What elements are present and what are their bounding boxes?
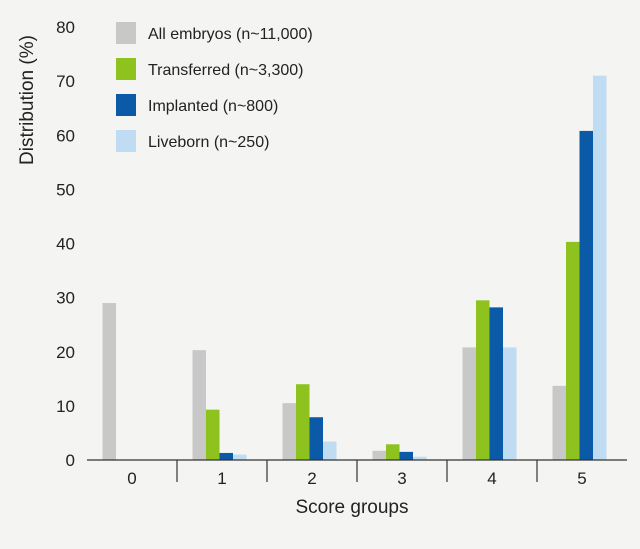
y-tick-label: 70 — [56, 72, 75, 91]
y-tick-label: 0 — [66, 451, 75, 470]
bar-group-0 — [102, 303, 116, 460]
y-tick-label: 20 — [56, 343, 75, 362]
bars — [102, 75, 607, 461]
bar-group-3 — [372, 444, 427, 460]
legend-label: All embryos (n~11,000) — [148, 26, 313, 43]
bar — [323, 441, 337, 460]
bar-group-2 — [282, 384, 337, 460]
legend-swatch — [116, 58, 136, 80]
legend: All embryos (n~11,000) Transferred (n~3,3… — [116, 22, 313, 152]
x-tick-label: 1 — [217, 469, 226, 488]
bar-group-5 — [552, 75, 607, 461]
bar — [489, 307, 503, 460]
y-tick-label: 10 — [56, 397, 75, 416]
legend-swatch — [116, 22, 136, 44]
bar — [462, 347, 476, 460]
x-tick-label: 2 — [307, 469, 316, 488]
legend-swatch — [116, 94, 136, 116]
bar — [233, 454, 247, 460]
x-tick-label: 3 — [397, 469, 406, 488]
bar — [282, 403, 296, 460]
legend-item: Implanted (n~800) — [116, 94, 278, 116]
bar — [552, 385, 566, 460]
bar — [309, 417, 323, 460]
bar — [219, 452, 233, 460]
bar — [413, 456, 427, 460]
x-tick-label: 4 — [487, 469, 496, 488]
bar — [476, 300, 490, 460]
y-axis-title: Distribution (%) — [17, 35, 38, 165]
bar — [372, 450, 386, 460]
bar-group-1 — [192, 350, 247, 460]
bar — [399, 451, 413, 460]
bar — [503, 347, 517, 460]
legend-item: All embryos (n~11,000) — [116, 22, 313, 44]
bar — [102, 303, 116, 460]
y-tick-label: 80 — [56, 18, 75, 37]
x-axis: 0 1 2 3 4 5 — [87, 459, 627, 488]
bar — [566, 241, 580, 460]
bar — [593, 75, 607, 461]
y-tick-label: 50 — [56, 180, 75, 199]
legend-item: Liveborn (n~250) — [116, 130, 269, 152]
bar — [206, 409, 220, 460]
bar — [192, 350, 206, 460]
x-tick-label: 5 — [577, 469, 586, 488]
legend-label: Implanted (n~800) — [148, 98, 278, 115]
bar — [386, 444, 400, 460]
legend-swatch — [116, 130, 136, 152]
y-tick-label: 30 — [56, 289, 75, 308]
x-axis-title: Score groups — [295, 497, 408, 518]
bar-group-4 — [462, 300, 517, 460]
bar — [296, 384, 310, 460]
y-axis: 0 10 20 30 40 50 60 70 80 — [56, 18, 75, 470]
legend-label: Transferred (n~3,300) — [148, 62, 303, 79]
x-tick-label: 0 — [127, 469, 136, 488]
y-tick-label: 60 — [56, 126, 75, 145]
bar — [579, 130, 593, 461]
legend-label: Liveborn (n~250) — [148, 134, 269, 151]
y-tick-label: 40 — [56, 235, 75, 254]
legend-item: Transferred (n~3,300) — [116, 58, 303, 80]
